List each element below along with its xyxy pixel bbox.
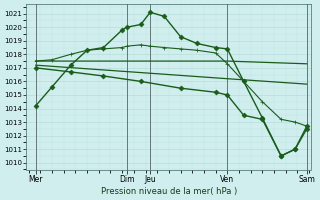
X-axis label: Pression niveau de la mer( hPa ): Pression niveau de la mer( hPa )	[101, 187, 237, 196]
